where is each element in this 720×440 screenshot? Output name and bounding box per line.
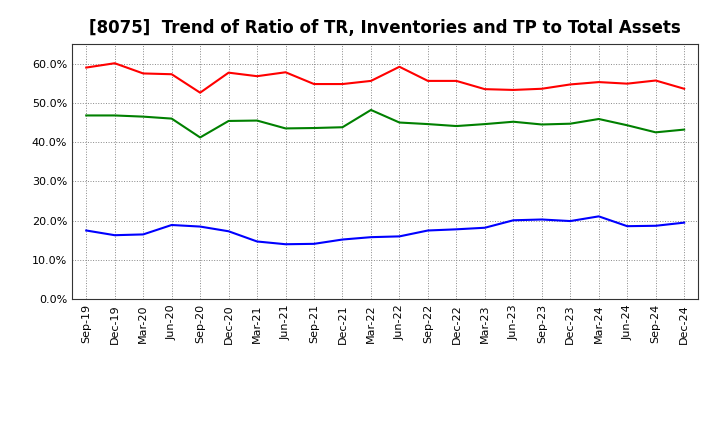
Trade Receivables (282, 70, 290, 75)
Trade Receivables (196, 90, 204, 95)
Inventories (423, 228, 432, 233)
Trade Receivables (167, 72, 176, 77)
Inventories (566, 218, 575, 224)
Trade Payables (566, 121, 575, 126)
Trade Receivables (338, 81, 347, 87)
Inventories (480, 225, 489, 231)
Trade Payables (452, 123, 461, 128)
Trade Payables (623, 123, 631, 128)
Trade Receivables (423, 78, 432, 84)
Trade Payables (509, 119, 518, 125)
Inventories (652, 223, 660, 228)
Line: Trade Payables: Trade Payables (86, 110, 684, 137)
Trade Payables (310, 125, 318, 131)
Trade Payables (225, 118, 233, 124)
Trade Payables (680, 127, 688, 132)
Inventories (595, 214, 603, 219)
Trade Payables (423, 121, 432, 127)
Trade Payables (366, 107, 375, 113)
Trade Receivables (566, 82, 575, 87)
Inventories (225, 229, 233, 234)
Inventories (310, 241, 318, 246)
Inventories (82, 228, 91, 233)
Inventories (366, 235, 375, 240)
Trade Receivables (452, 78, 461, 84)
Trade Payables (537, 122, 546, 127)
Trade Payables (82, 113, 91, 118)
Inventories (338, 237, 347, 242)
Trade Receivables (623, 81, 631, 86)
Trade Receivables (82, 65, 91, 70)
Trade Receivables (652, 78, 660, 83)
Trade Receivables (310, 81, 318, 87)
Inventories (537, 217, 546, 222)
Trade Payables (139, 114, 148, 119)
Trade Receivables (680, 86, 688, 92)
Trade Payables (395, 120, 404, 125)
Inventories (110, 233, 119, 238)
Trade Receivables (595, 80, 603, 85)
Inventories (167, 222, 176, 227)
Trade Payables (196, 135, 204, 140)
Inventories (623, 224, 631, 229)
Inventories (253, 239, 261, 244)
Line: Inventories: Inventories (86, 216, 684, 244)
Trade Payables (253, 118, 261, 123)
Trade Receivables (509, 87, 518, 92)
Inventories (509, 218, 518, 223)
Trade Payables (480, 121, 489, 127)
Trade Payables (282, 126, 290, 131)
Trade Receivables (366, 78, 375, 84)
Trade Payables (338, 125, 347, 130)
Trade Receivables (253, 73, 261, 79)
Trade Receivables (225, 70, 233, 75)
Trade Payables (595, 116, 603, 121)
Trade Receivables (139, 71, 148, 76)
Trade Payables (652, 130, 660, 135)
Legend: Trade Receivables, Inventories, Trade Payables: Trade Receivables, Inventories, Trade Pa… (155, 438, 616, 440)
Title: [8075]  Trend of Ratio of TR, Inventories and TP to Total Assets: [8075] Trend of Ratio of TR, Inventories… (89, 19, 681, 37)
Trade Payables (167, 116, 176, 121)
Inventories (196, 224, 204, 229)
Inventories (680, 220, 688, 225)
Trade Receivables (537, 86, 546, 92)
Line: Trade Receivables: Trade Receivables (86, 63, 684, 93)
Trade Receivables (480, 87, 489, 92)
Trade Receivables (395, 64, 404, 70)
Inventories (395, 234, 404, 239)
Inventories (452, 227, 461, 232)
Inventories (139, 232, 148, 237)
Trade Receivables (110, 61, 119, 66)
Inventories (282, 242, 290, 247)
Trade Payables (110, 113, 119, 118)
